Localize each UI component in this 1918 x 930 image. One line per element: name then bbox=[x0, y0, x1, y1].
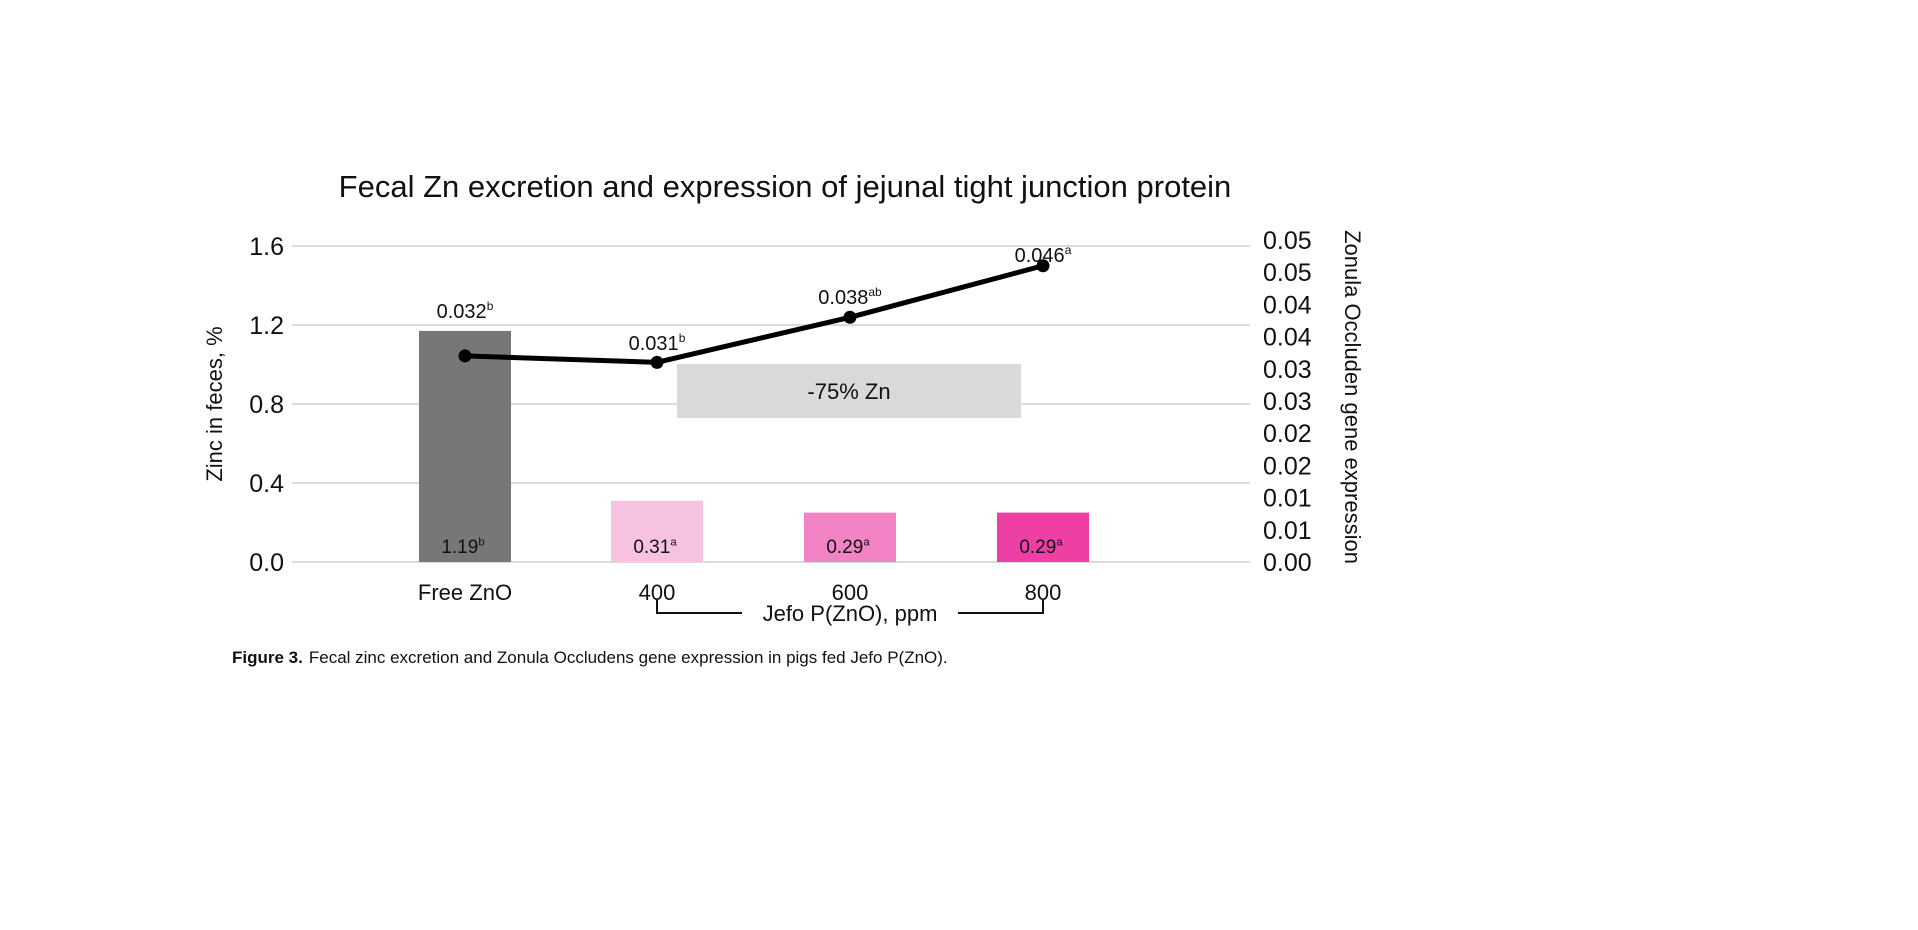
y2-tick-label: 0.01 bbox=[1263, 517, 1312, 545]
line-data-label: 0.032b bbox=[437, 299, 494, 323]
y-tick-label: 0.0 bbox=[249, 549, 284, 577]
y2-tick-label: 0.03 bbox=[1263, 356, 1312, 384]
y-tick-label: 0.4 bbox=[249, 470, 284, 498]
y2-tick-label: 0.00 bbox=[1263, 549, 1312, 577]
chart-title: Fecal Zn excretion and expression of jej… bbox=[339, 169, 1232, 204]
y2-axis-label: Zonula Occluden gene expression bbox=[1340, 230, 1365, 564]
bar-data-label: 0.29a bbox=[1019, 536, 1063, 558]
y-tick-label: 1.2 bbox=[249, 312, 284, 340]
y2-tick-label: 0.02 bbox=[1263, 452, 1312, 480]
bar-data-label: 0.29a bbox=[826, 536, 870, 558]
line-data-label: 0.031b bbox=[629, 331, 686, 355]
bar-0 bbox=[419, 330, 511, 562]
y-tick-label: 0.8 bbox=[249, 391, 284, 419]
line-data-label: 0.038ab bbox=[818, 285, 882, 309]
caption-text: Fecal zinc excretion and Zonula Occluden… bbox=[308, 648, 948, 667]
caption-label: Figure 3. bbox=[232, 648, 303, 667]
line-data-label: 0.046a bbox=[1015, 243, 1072, 267]
annotation-box bbox=[677, 364, 1021, 418]
line-series bbox=[464, 263, 1044, 365]
line-point-0 bbox=[458, 349, 472, 363]
line-point-3 bbox=[1036, 259, 1050, 273]
group-label: Jefo P(ZnO), ppm bbox=[763, 601, 938, 626]
figure-caption: Figure 3. Fecal zinc excretion and Zonula… bbox=[232, 648, 948, 668]
bar-data-label: 1.19b bbox=[441, 536, 484, 558]
y2-tick-label: 0.02 bbox=[1263, 420, 1312, 448]
bar-data-label: 0.31a bbox=[633, 536, 677, 558]
bar-2 bbox=[804, 512, 896, 562]
y2-tick-label: 0.03 bbox=[1263, 388, 1312, 416]
y2-tick-label: 0.04 bbox=[1263, 324, 1312, 352]
line-point-2 bbox=[843, 310, 857, 324]
annotation-text: -75% Zn bbox=[807, 379, 890, 404]
y2-tick-label: 0.04 bbox=[1263, 291, 1312, 319]
bar-1 bbox=[611, 500, 703, 562]
bar-3 bbox=[997, 512, 1089, 562]
x-tick-label: 600 bbox=[832, 580, 869, 605]
y-axis-label: Zinc in feces, % bbox=[202, 326, 227, 481]
y2-tick-label: 0.05 bbox=[1263, 259, 1312, 287]
y2-tick-label: 0.01 bbox=[1263, 485, 1312, 513]
x-tick-label: Free ZnO bbox=[418, 580, 512, 605]
y-tick-label: 1.6 bbox=[249, 233, 284, 261]
line-point-1 bbox=[650, 355, 664, 369]
y2-tick-label: 0.05 bbox=[1263, 227, 1312, 255]
group-bracket bbox=[656, 600, 1044, 614]
